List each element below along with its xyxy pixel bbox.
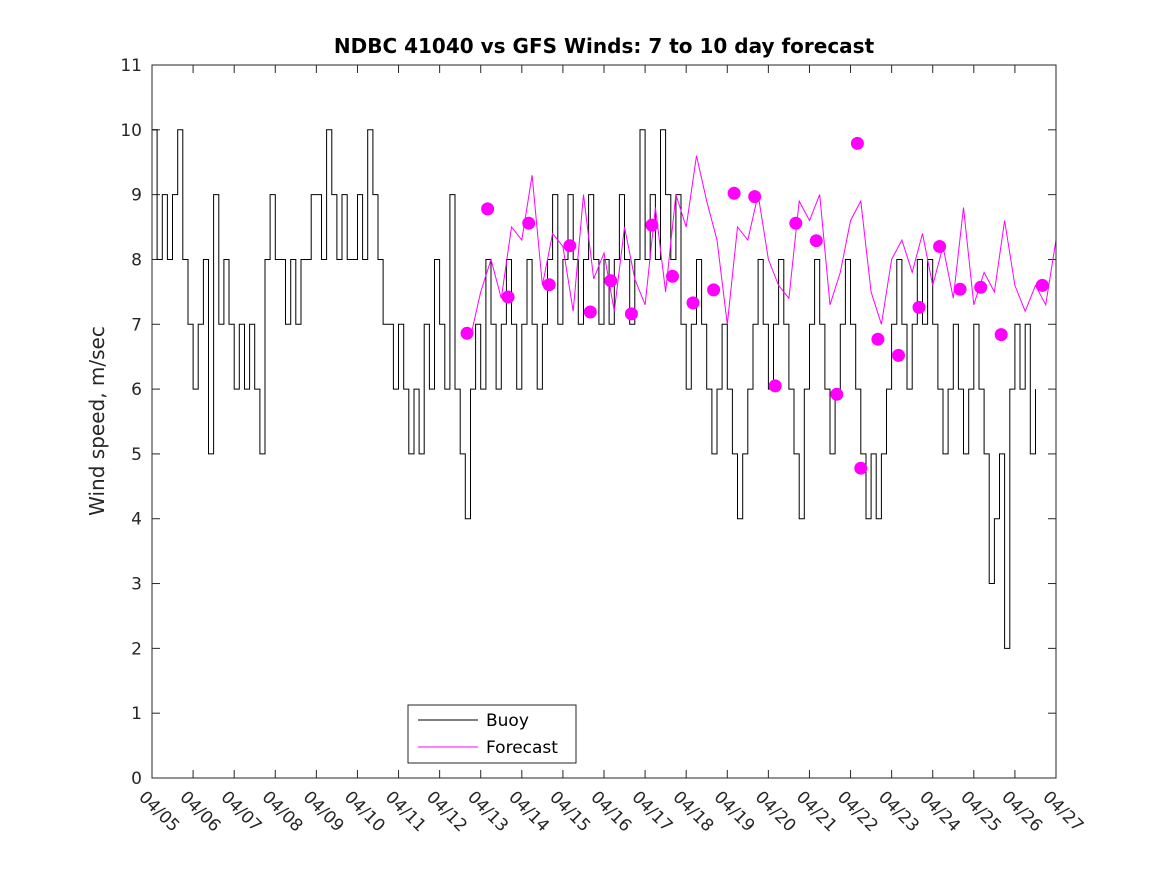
y-tick-label: 11	[120, 56, 142, 76]
forecast-marker	[789, 216, 803, 230]
legend: Buoy Forecast	[407, 704, 577, 764]
legend-label-forecast: Forecast	[486, 738, 558, 758]
forecast-marker	[542, 278, 556, 292]
plot-frame	[151, 64, 1057, 779]
y-tick-label: 9	[131, 186, 142, 206]
forecast-marker	[563, 239, 577, 253]
forecast-marker	[583, 305, 597, 319]
forecast-marker	[871, 332, 885, 346]
forecast-markers	[460, 136, 1049, 475]
forecast-marker	[768, 379, 782, 393]
forecast-marker	[912, 300, 926, 314]
forecast-marker	[624, 307, 638, 321]
forecast-marker	[850, 136, 864, 150]
y-tick-label: 4	[131, 510, 142, 530]
y-tick-label: 6	[131, 380, 142, 400]
forecast-marker	[501, 290, 515, 304]
forecast-marker	[666, 269, 679, 283]
forecast-marker	[809, 234, 823, 248]
forecast-marker	[481, 202, 495, 216]
forecast-marker	[604, 274, 618, 288]
y-tick-label: 3	[131, 575, 142, 595]
y-axis-label: Wind speed, m/sec	[85, 326, 109, 516]
forecast-marker	[727, 186, 741, 200]
y-tick-label: 2	[131, 639, 142, 659]
forecast-marker	[933, 240, 947, 253]
forecast-marker	[994, 328, 1008, 342]
y-tick-label: 5	[131, 445, 142, 465]
forecast-marker	[522, 216, 536, 230]
y-tick-label: 7	[131, 315, 142, 335]
forecast-marker	[460, 326, 474, 340]
chart-title: NDBC 41040 vs GFS Winds: 7 to 10 day for…	[334, 34, 875, 58]
forecast-marker	[953, 282, 967, 296]
legend-box	[407, 704, 577, 764]
buoy-series-line	[152, 129, 1036, 649]
y-tick-label: 8	[131, 250, 142, 270]
forecast-marker	[974, 280, 988, 294]
forecast-marker	[686, 296, 700, 310]
forecast-series-line	[470, 155, 1057, 338]
forecast-marker	[892, 348, 905, 362]
buoy-series	[152, 129, 1036, 649]
y-tick-label: 1	[131, 704, 142, 724]
forecast-marker	[645, 218, 659, 232]
forecast-marker	[830, 387, 844, 401]
y-tick-label: 10	[120, 121, 142, 141]
forecast-marker	[707, 283, 721, 297]
legend-label-buoy: Buoy	[486, 711, 529, 731]
forecast-series	[470, 155, 1057, 338]
forecast-marker	[748, 190, 762, 204]
y-tick-label: 0	[131, 769, 142, 789]
y-axis: 0 1 2 3 4 5 6 7 8 9 10 11	[120, 56, 1056, 789]
forecast-marker	[854, 461, 868, 475]
forecast-marker	[1035, 278, 1049, 292]
plot-area	[152, 65, 1056, 778]
